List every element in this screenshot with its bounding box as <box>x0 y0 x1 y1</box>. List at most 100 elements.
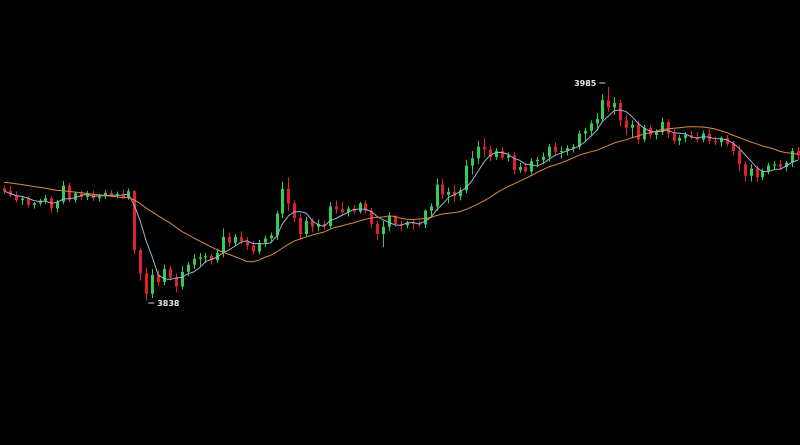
candle-up <box>791 151 794 163</box>
candle-down <box>370 210 373 224</box>
candle-up <box>767 165 770 172</box>
candle-down <box>625 120 628 128</box>
candle-down <box>607 100 610 108</box>
candle-up <box>98 196 101 199</box>
candle-up <box>507 155 510 158</box>
candle-up <box>204 255 207 258</box>
high-price-label: 3985 <box>574 79 597 88</box>
candle-down <box>797 151 800 156</box>
candle-down <box>690 135 693 138</box>
candle-up <box>430 206 433 211</box>
candle-down <box>714 140 717 143</box>
candle-up <box>86 194 89 198</box>
candle-down <box>15 195 18 201</box>
candle-down <box>667 121 670 134</box>
candle-up <box>471 158 474 166</box>
candle-up <box>548 146 551 157</box>
candle-up <box>329 206 332 227</box>
candle-up <box>21 198 24 201</box>
candle-down <box>441 184 444 195</box>
candle-down <box>335 206 338 210</box>
candle-up <box>359 203 362 212</box>
candle-down <box>287 188 290 204</box>
candle-up <box>566 148 569 152</box>
candle-up <box>33 203 36 205</box>
candle-up <box>199 257 202 259</box>
candle-down <box>27 198 30 205</box>
candle-up <box>104 192 107 197</box>
candle-up <box>305 220 308 235</box>
candle-up <box>193 258 196 265</box>
candle-up <box>116 193 119 195</box>
candle-down <box>364 203 367 211</box>
candle-up <box>613 103 616 108</box>
candle-up <box>495 151 498 157</box>
candle-down <box>501 151 504 158</box>
ma-short-line <box>3 109 799 281</box>
candle-up <box>276 213 279 236</box>
candle-up <box>750 168 753 176</box>
candle-up <box>281 188 284 214</box>
candle-up <box>596 119 599 124</box>
candle-down <box>169 268 172 278</box>
candle-up <box>560 151 563 153</box>
candle-down <box>489 149 492 157</box>
candle-up <box>578 133 581 147</box>
candle-down <box>738 151 741 165</box>
candle-up <box>773 164 776 166</box>
candle-up <box>44 198 47 201</box>
low-price-label: 3838 <box>157 299 180 308</box>
candle-down <box>246 241 249 246</box>
candle-down <box>252 245 255 252</box>
candle-up <box>684 135 687 138</box>
candle-up <box>406 222 409 226</box>
candle-up <box>382 226 385 235</box>
candle-up <box>542 156 545 160</box>
candle-up <box>62 185 65 202</box>
candle-down <box>139 250 142 274</box>
candle-down <box>110 192 113 195</box>
candle-down <box>744 164 747 176</box>
candle-down <box>483 146 486 150</box>
candle-down <box>732 143 735 152</box>
candle-up <box>270 235 273 239</box>
candle-up <box>465 165 468 191</box>
candle-up <box>56 201 59 209</box>
candle-up <box>424 210 427 225</box>
candle-up <box>519 167 522 170</box>
candle-up <box>631 124 634 128</box>
candle-up <box>347 208 350 213</box>
candle-down <box>779 164 782 168</box>
high-price-annotation: 3985 <box>574 79 606 88</box>
candle-up <box>436 184 439 207</box>
candle-up <box>785 162 788 168</box>
candle-up <box>761 171 764 178</box>
candle-down <box>133 191 136 251</box>
candle-down <box>68 185 71 200</box>
candle-up <box>447 191 450 195</box>
candle-down <box>453 191 456 197</box>
candle-up <box>678 137 681 141</box>
candle-up <box>459 190 462 197</box>
candle-up <box>181 271 184 287</box>
candle-down <box>323 223 326 227</box>
candle-down <box>353 208 356 212</box>
candle-up <box>590 123 593 131</box>
candle-down <box>673 133 676 141</box>
candle-down <box>726 137 729 144</box>
candle-up <box>477 146 480 159</box>
candle-down <box>412 222 415 224</box>
candle-down <box>619 103 622 121</box>
candle-down <box>228 236 231 243</box>
candle-up <box>530 161 533 172</box>
candle-up <box>222 236 225 253</box>
candle-down <box>554 146 557 152</box>
candle-up <box>234 236 237 243</box>
candles-layer <box>3 87 800 301</box>
candle-up <box>163 268 166 283</box>
candle-up <box>572 146 575 149</box>
candle-up <box>151 274 154 294</box>
candle-down <box>145 273 148 294</box>
